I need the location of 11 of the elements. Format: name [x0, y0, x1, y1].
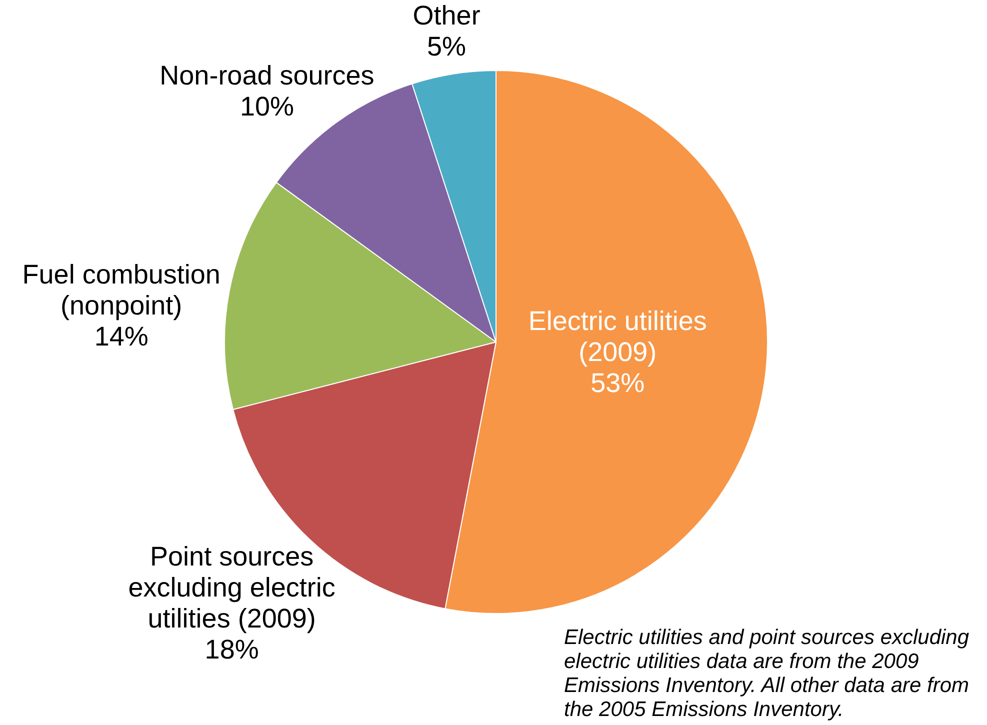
slice-label: Fuel combustion (nonpoint)	[22, 259, 220, 320]
data-label: 18%	[204, 634, 259, 665]
slice-label: Other	[412, 0, 480, 31]
data-label: 5%	[427, 32, 466, 62]
slice-label: Electric utilities (2009)	[528, 306, 707, 367]
data-label: 14%	[94, 321, 148, 352]
slice-label: Non-road sources	[160, 60, 374, 91]
text: Electric utilities and point sources excluding electric utilities data are from the 2009 Emissions Inventory. All other data are from the 2005 Emissions Inventory.	[564, 626, 970, 722]
data-label: 10%	[240, 92, 294, 122]
slice-label: Point sources excluding electric utilities (2009)	[128, 542, 336, 634]
data-label: 53%	[590, 368, 645, 398]
